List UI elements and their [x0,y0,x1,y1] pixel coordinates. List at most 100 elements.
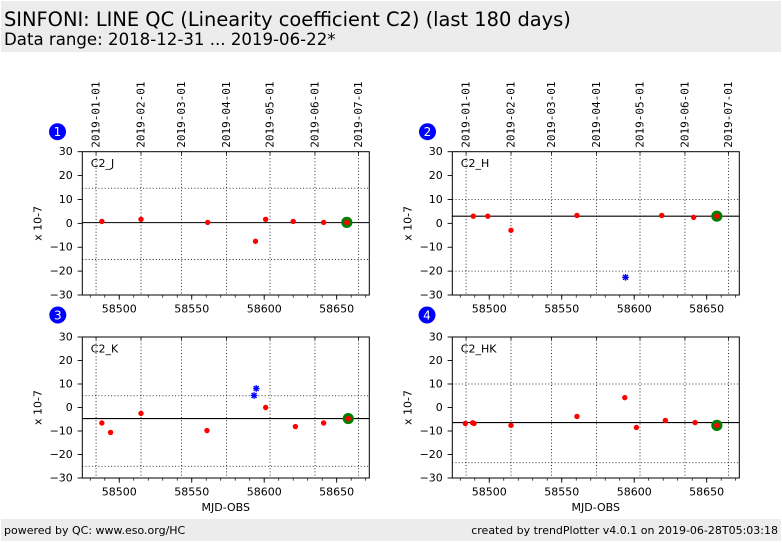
badge-circle-icon [419,123,436,141]
y-tick-label: −30 [420,472,443,485]
y-tick-label: 10 [59,193,73,206]
data-point [320,420,327,426]
y-tick-label: 20 [59,354,73,367]
x-tick-label: 58650 [319,303,354,316]
data-point [204,219,211,226]
plot-area [82,337,370,478]
y-axis-label: x 10-7 [32,206,45,241]
data-point [471,420,477,427]
date-tick-label: 2019-07-01 [722,81,735,147]
data-point [659,212,665,219]
y-tick-label: 20 [429,354,443,367]
panel-label: C2_H [461,157,489,170]
y-tick-label: 20 [429,169,443,182]
date-tick-label: 2019-03-01 [175,81,188,147]
data-point [138,216,144,222]
plot-area [452,151,740,295]
y-tick-label: −10 [420,241,443,254]
y-tick-label: 0 [66,401,73,414]
x-tick-label: 58600 [247,303,282,316]
x-tick-label: 58600 [617,303,652,316]
x-tick-label: 58500 [102,303,137,316]
y-tick-label: −30 [420,289,443,302]
page-title: SINFONI: LINE QC (Linearity coefficient … [4,8,571,32]
date-tick-label: 2019-01-01 [460,81,473,147]
report-footer: powered by QC: www.eso.org/HC created by… [1,519,781,541]
data-point [633,424,640,431]
footer-created-by: created by trendPlotter v4.0.1 on 2019-0… [471,524,778,537]
data-point [204,427,210,434]
y-tick-label: 0 [66,217,73,230]
y-tick-label: −20 [420,265,443,278]
outlier-point [250,392,258,399]
data-point [692,419,698,426]
badge-number: 4 [423,309,431,323]
data-point [485,213,491,219]
data-point [622,394,628,401]
y-tick-label: −10 [420,425,443,438]
data-point [574,413,580,420]
x-tick-label: 58600 [617,486,652,499]
y-tick-label: 30 [429,331,443,344]
panel-label: C2_HK [461,343,497,356]
y-tick-label: −10 [50,425,73,438]
outlier-star-stroke [622,274,629,281]
x-tick-label: 58550 [544,303,579,316]
x-tick-label: 58650 [689,303,724,316]
plot-area [452,337,740,478]
date-tick-label: 2019-06-01 [308,81,321,147]
y-tick-label: 30 [59,331,73,344]
data-point [508,422,514,429]
panel-number-badge: 1 [49,123,66,141]
data-point [290,218,296,225]
data-range-subtitle: Data range: 2018-12-31 ... 2019-06-22* [4,29,336,49]
y-tick-label: 10 [429,193,443,206]
x-tick-label: 58500 [472,486,507,499]
y-tick-label: 30 [59,145,73,158]
panel-1: 2019-01-01 2019-02-01 2019-03-01 2019-04-01… [32,81,370,316]
data-point [99,420,105,426]
badge-number: 1 [54,125,62,139]
latest-point [714,422,720,429]
x-tick-label: 58550 [174,486,209,499]
x-tick-label: 58600 [247,486,282,499]
y-tick-label: 0 [436,401,443,414]
panel-number-badge: 2 [419,123,436,141]
data-point [252,238,259,244]
y-tick-label: −20 [50,448,73,461]
panel-label: C2_K [91,343,119,356]
y-tick-label: 0 [436,217,443,230]
date-tick-label: 2019-07-01 [352,81,365,147]
y-axis-label: x 10-7 [32,390,45,425]
panel-3: 30 20 10 0 −10 −20 −30 58500 58550 58600 58650 C2_K… [32,306,370,514]
data-point [462,420,469,427]
data-point [138,410,144,417]
x-tick-label: 58500 [472,303,507,316]
y-tick-label: −20 [420,448,443,461]
latest-point [344,219,350,226]
badge-number: 2 [424,125,432,139]
x-axis-label: MJD-OBS [572,501,620,514]
y-tick-label: −20 [50,265,73,278]
data-point [320,219,327,226]
report-header: SINFONI: LINE QC (Linearity coefficient … [1,1,781,52]
panel-number-badge: 4 [418,306,436,324]
date-tick-label: 2019-02-01 [505,81,518,147]
data-point [262,216,269,222]
panel-2: 2019-01-01 2019-02-01 2019-03-01 2019-04-01… [402,81,740,316]
date-tick-label: 2019-02-01 [135,81,148,147]
badge-circle-icon [49,306,67,324]
outlier-star-stroke [253,385,260,392]
outlier-point [622,274,629,281]
badge-circle-icon [49,123,66,141]
y-axis-label: x 10-7 [402,206,415,241]
x-tick-label: 58650 [319,486,354,499]
badge-circle-icon [418,306,436,324]
data-point [470,213,477,219]
y-tick-label: −10 [50,241,73,254]
plot-area [82,151,370,295]
x-tick-label: 58550 [544,486,579,499]
data-point [292,423,299,430]
outlier-point [252,385,260,392]
